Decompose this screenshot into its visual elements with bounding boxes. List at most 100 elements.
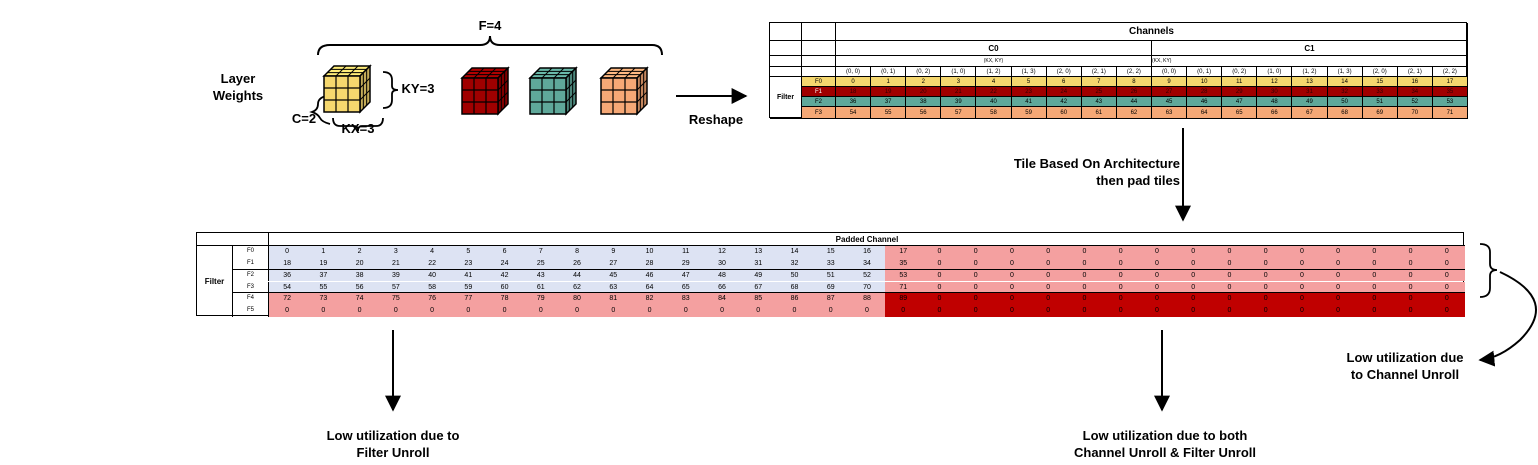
bottom-table-cell: 0 bbox=[1320, 281, 1357, 294]
bottom-table-cell: 48 bbox=[703, 269, 741, 282]
bottom-table-cell: 0 bbox=[1030, 246, 1067, 258]
reshape-label: Reshape bbox=[688, 112, 744, 127]
bottom-table-cell: 1 bbox=[305, 246, 342, 258]
bottom-table-cell: 14 bbox=[776, 246, 813, 258]
bottom-table-cell: 0 bbox=[1102, 305, 1139, 317]
bottom-table-cell: 0 bbox=[1283, 246, 1321, 258]
bottom-table-cell: 5 bbox=[450, 246, 487, 258]
bottom-table-cell: 41 bbox=[450, 269, 487, 282]
bottom-table-cell: 81 bbox=[595, 293, 632, 306]
bottom-table-cell: 0 bbox=[1356, 305, 1393, 317]
bottom-table-cell: 0 bbox=[957, 257, 994, 270]
top-table-cell: 69 bbox=[1362, 107, 1398, 119]
top-table-cell: 50 bbox=[1327, 97, 1363, 107]
top-table-cell: 49 bbox=[1292, 97, 1328, 107]
channel-unroll-line1: Low utilization due bbox=[1346, 350, 1464, 365]
top-table-cell: 36 bbox=[836, 97, 872, 107]
bottom-table-cell: 0 bbox=[450, 305, 487, 317]
bottom-table-cell: 0 bbox=[1102, 257, 1139, 270]
bottom-table-cell: 8 bbox=[558, 246, 596, 258]
bottom-table-cell: 63 bbox=[595, 281, 632, 294]
kxky-position-header: (1, 3) bbox=[1327, 67, 1363, 77]
bottom-table-cell: 0 bbox=[1211, 281, 1248, 294]
bottom-filter-row-label: F5 bbox=[233, 305, 269, 317]
bottom-table-cell: 0 bbox=[740, 305, 777, 317]
bottom-table-cell: 0 bbox=[1320, 257, 1357, 270]
bottom-table-cell: 0 bbox=[1175, 293, 1212, 306]
top-table-cell: 29 bbox=[1222, 87, 1258, 97]
bottom-table-cell: 0 bbox=[1428, 246, 1465, 258]
bottom-table-cell: 0 bbox=[1211, 305, 1248, 317]
bottom-table-cell: 0 bbox=[1356, 269, 1393, 282]
bottom-table-cell: 42 bbox=[486, 269, 523, 282]
top-filter-label: Filter bbox=[770, 77, 802, 119]
bottom-table-cell: 0 bbox=[1392, 281, 1429, 294]
top-table-cell: 2 bbox=[906, 77, 942, 87]
bottom-table-cell: 0 bbox=[1138, 281, 1176, 294]
bottom-table-cell: 0 bbox=[1320, 246, 1357, 258]
top-table-cell: 4 bbox=[976, 77, 1012, 87]
bottom-table-cell: 77 bbox=[450, 293, 487, 306]
top-table-cell: 60 bbox=[1046, 107, 1082, 119]
top-table-cell: 67 bbox=[1292, 107, 1328, 119]
bottom-table-cell: 0 bbox=[269, 246, 306, 258]
bottom-table-cell: 29 bbox=[667, 257, 704, 270]
bottom-table-cell: 0 bbox=[957, 305, 994, 317]
top-table-cell: 32 bbox=[1327, 87, 1363, 97]
bottom-table-cell: 84 bbox=[703, 293, 741, 306]
top-table-cell: 11 bbox=[1222, 77, 1258, 87]
top-table-cell: 71 bbox=[1432, 107, 1468, 119]
bottom-table-cell: 15 bbox=[812, 246, 849, 258]
top-table-cell: 28 bbox=[1187, 87, 1223, 97]
kxky-position-header: (0, 1) bbox=[1187, 67, 1223, 77]
bottom-table-cell: 0 bbox=[1356, 257, 1393, 270]
padded-channel-table: Padded Channel Filter F0 0 1 2 3 4 5 6 7 8 9 10 11 12 13… bbox=[196, 232, 1465, 317]
both-unroll-line1: Low utilization due to both bbox=[1082, 428, 1248, 443]
bottom-table-cell: 0 bbox=[1175, 305, 1212, 317]
bottom-table-cell: 0 bbox=[522, 305, 559, 317]
top-table-cell: 25 bbox=[1081, 87, 1117, 97]
kxky-position-header: (0, 2) bbox=[906, 67, 942, 77]
bottom-table-cell: 40 bbox=[413, 269, 451, 282]
bottom-table-cell: 0 bbox=[305, 305, 342, 317]
bottom-table-cell: 70 bbox=[848, 281, 886, 294]
top-table-cell: 39 bbox=[941, 97, 977, 107]
bottom-table-cell: 0 bbox=[1283, 257, 1321, 270]
bottom-table-cell: 60 bbox=[486, 281, 523, 294]
kxky-label-c1: (KX, KY) bbox=[1152, 56, 1468, 67]
bottom-table-cell: 25 bbox=[522, 257, 559, 270]
bottom-table-cell: 0 bbox=[413, 305, 451, 317]
top-table-cell: 1 bbox=[871, 77, 907, 87]
bottom-table-cell: 0 bbox=[957, 246, 994, 258]
top-table-cell: 27 bbox=[1152, 87, 1188, 97]
bottom-table-cell: 26 bbox=[558, 257, 596, 270]
top-table-cell: 17 bbox=[1432, 77, 1468, 87]
bottom-table-cell: 0 bbox=[993, 281, 1031, 294]
cube-grid-line bbox=[359, 89, 371, 101]
filter-unroll-line1: Low utilization due to bbox=[326, 428, 460, 443]
bottom-table-cell: 0 bbox=[1138, 305, 1176, 317]
bottom-table-cell: 11 bbox=[667, 246, 704, 258]
bottom-table-cell: 0 bbox=[1428, 269, 1465, 282]
top-table-cell: 70 bbox=[1397, 107, 1433, 119]
cube-grid-line bbox=[553, 67, 565, 79]
bottom-table-cell: 0 bbox=[703, 305, 741, 317]
bottom-table-cell: 85 bbox=[740, 293, 777, 306]
bottom-table-cell: 79 bbox=[522, 293, 559, 306]
top-table-cell: 18 bbox=[836, 87, 872, 97]
bottom-table-cell: 19 bbox=[305, 257, 342, 270]
kxky-position-header: (0, 0) bbox=[836, 67, 872, 77]
bottom-table-cell: 0 bbox=[1283, 293, 1321, 306]
bottom-table-cell: 0 bbox=[1428, 305, 1465, 317]
weight-cubes bbox=[322, 64, 649, 116]
cube-grid-line bbox=[636, 79, 648, 91]
bottom-table-cell: 87 bbox=[812, 293, 849, 306]
bottom-table-cell: 73 bbox=[305, 293, 342, 306]
bottom-table-cell: 0 bbox=[885, 305, 922, 317]
top-table-cell: 15 bbox=[1362, 77, 1398, 87]
bottom-table-cell: 0 bbox=[1175, 246, 1212, 258]
top-table-cell: 5 bbox=[1011, 77, 1047, 87]
kxky-position-header: (1, 2) bbox=[1292, 67, 1328, 77]
bottom-table-cell: 56 bbox=[341, 281, 378, 294]
bottom-table-cell: 0 bbox=[921, 246, 958, 258]
